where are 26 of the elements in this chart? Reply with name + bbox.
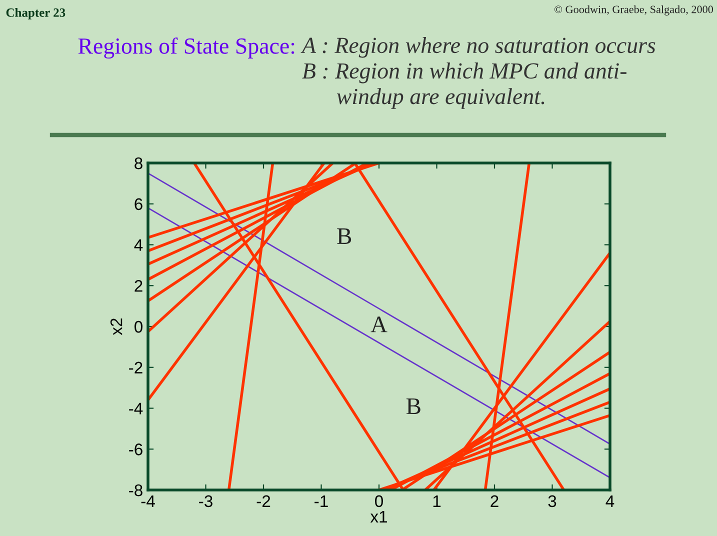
y-tick-label: -8: [129, 484, 142, 496]
annotation: A: [370, 316, 388, 332]
y-tick-label: 0: [134, 320, 142, 333]
x-tick-label: 4: [606, 495, 614, 507]
x-tick-label: 0: [375, 495, 383, 508]
x-tick-label: -2: [256, 495, 270, 507]
x-tick-label: -3: [199, 495, 212, 508]
y-axis-title: x2: [110, 318, 122, 336]
y-tick-label: 4: [134, 239, 143, 251]
y-tick-label: -6: [129, 444, 142, 456]
annotation: B: [406, 398, 420, 414]
x-tick-label: 1: [433, 495, 441, 507]
x-axis-title: x1: [370, 511, 387, 522]
y-tick-label: 6: [134, 198, 142, 210]
chart-title: Regions of State Space:: [78, 37, 294, 59]
x-tick-label: -1: [314, 495, 328, 507]
x-tick-label: 2: [490, 495, 498, 507]
y-tick-label: 2: [134, 280, 142, 292]
text: Chapter 23: [6, 8, 66, 20]
y-tick-label: -4: [129, 402, 143, 414]
text: © Goodwin, Graebe, Salgado, 2000: [554, 5, 713, 16]
y-tick-label: 8: [134, 157, 142, 170]
y-tick-label: -2: [129, 362, 142, 374]
chart-subtitle: A : Region where no saturation occurs B : Region in which MPC and anti- windup are equivalent.: [300, 37, 656, 109]
x-tick-label: 3: [548, 495, 556, 508]
annotation: B: [337, 228, 352, 244]
